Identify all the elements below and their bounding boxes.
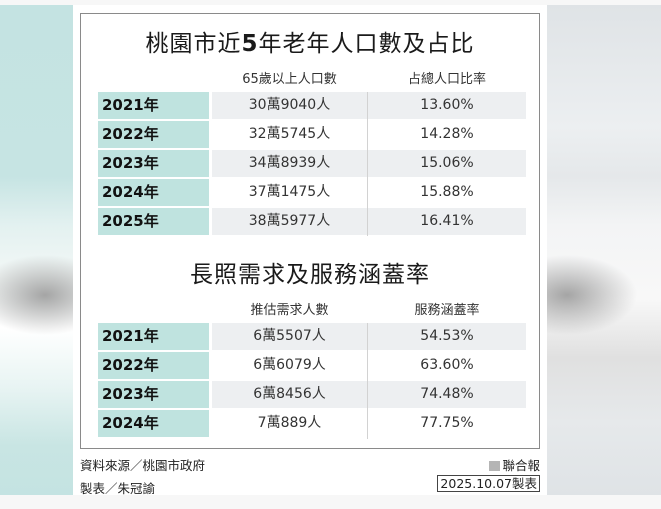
year-cell: 2024年 xyxy=(98,410,209,437)
coverage-cell: 54.53% xyxy=(420,328,474,344)
source-credit: 資料來源／桃園市政府 xyxy=(80,458,206,473)
year-cell: 2024年 xyxy=(98,179,209,206)
ratio-cell: 16.41% xyxy=(420,213,474,229)
date-stamp: 2025.10.07製表 xyxy=(437,475,540,492)
table2-row: 2022年 6萬6079人 63.60% xyxy=(98,352,526,379)
demand-cell: 7萬889人 xyxy=(257,415,322,431)
background-left-blur xyxy=(0,5,73,495)
table1-row: 2025年 38萬5977人 16.41% xyxy=(98,208,526,235)
brand-label: 聯合報 xyxy=(489,455,540,474)
ratio-cell: 14.28% xyxy=(420,126,474,142)
table1-col-ratio: 占總人口比率 xyxy=(407,72,486,87)
background-right-blur xyxy=(547,5,661,495)
year-cell: 2021年 xyxy=(98,92,209,119)
table2-row: 2023年 6萬8456人 74.48% xyxy=(98,381,526,408)
population-cell: 32萬5745人 xyxy=(248,126,331,142)
coverage-cell: 74.48% xyxy=(420,386,474,402)
table1-title-prefix: 桃園市近 xyxy=(145,31,242,57)
year-cell: 2025年 xyxy=(98,208,209,235)
table1-row: 2024年 37萬1475人 15.88% xyxy=(98,179,526,206)
coverage-cell: 63.60% xyxy=(420,357,474,373)
year-cell: 2023年 xyxy=(98,150,209,177)
table1-row: 2021年 30萬9040人 13.60% xyxy=(98,92,526,119)
table2-col-demand: 推估需求人數 xyxy=(250,303,329,318)
demand-cell: 6萬5507人 xyxy=(253,328,326,344)
table2-column-divider xyxy=(367,323,368,439)
table1-title-suffix: 年老年人口數及占比 xyxy=(258,31,475,57)
table1-row: 2022年 32萬5745人 14.28% xyxy=(98,121,526,148)
table2-title: 長照需求及服務涵蓋率 xyxy=(190,262,430,288)
table1-column-divider xyxy=(367,92,368,236)
demand-cell: 6萬8456人 xyxy=(253,386,326,402)
year-cell: 2021年 xyxy=(98,323,209,350)
year-cell: 2022年 xyxy=(98,352,209,379)
ratio-cell: 13.60% xyxy=(420,97,474,113)
population-cell: 34萬8939人 xyxy=(248,155,331,171)
brand-square-icon xyxy=(489,461,501,471)
coverage-cell: 77.75% xyxy=(420,415,474,431)
brand-name: 聯合報 xyxy=(502,458,540,473)
ratio-cell: 15.88% xyxy=(420,184,474,200)
ratio-cell: 15.06% xyxy=(420,155,474,171)
table1-title: 桃園市近5年老年人口數及占比 xyxy=(80,24,540,58)
table1-col-population: 65歲以上人口數 xyxy=(242,72,337,87)
table2-row: 2021年 6萬5507人 54.53% xyxy=(98,323,526,350)
demand-cell: 6萬6079人 xyxy=(253,357,326,373)
table1-title-number: 5 xyxy=(241,31,259,57)
maker-credit: 製表／朱冠諭 xyxy=(80,481,156,496)
population-cell: 38萬5977人 xyxy=(248,213,331,229)
population-cell: 37萬1475人 xyxy=(248,184,331,200)
table1-row: 2023年 34萬8939人 15.06% xyxy=(98,150,526,177)
year-cell: 2022年 xyxy=(98,121,209,148)
year-cell: 2023年 xyxy=(98,381,209,408)
population-cell: 30萬9040人 xyxy=(248,97,331,113)
table2-col-coverage: 服務涵蓋率 xyxy=(414,303,480,318)
date-stamp-text: 2025.10.07製表 xyxy=(437,475,540,492)
table2-row: 2024年 7萬889人 77.75% xyxy=(98,410,526,437)
